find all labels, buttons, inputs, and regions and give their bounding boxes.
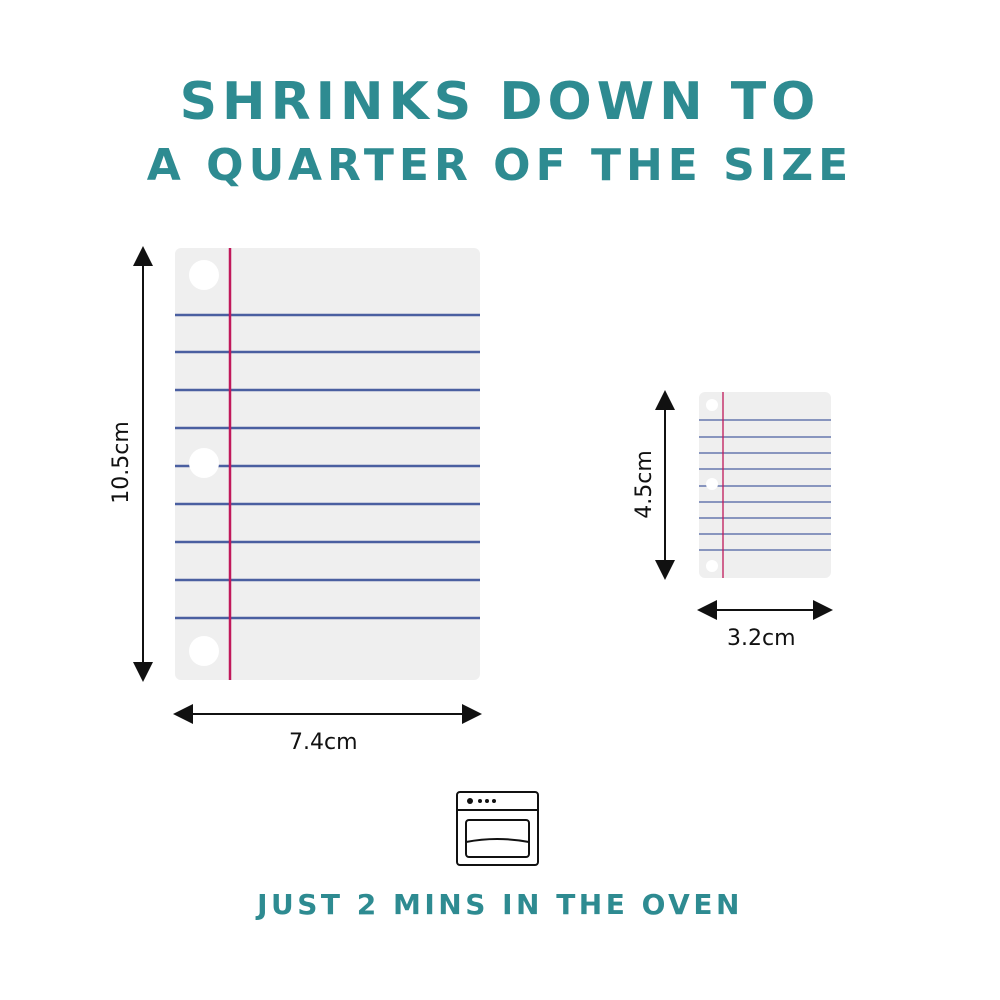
large-width-label: 7.4cm [289,730,358,755]
large-height-label: 10.5cm [108,421,134,504]
punch-hole [189,448,219,478]
small-height-label: 4.5cm [631,450,657,519]
oven-icon [456,791,539,866]
small-paper [699,392,831,578]
headline-line2: A QUARTER OF THE SIZE [146,140,854,191]
punch-hole [189,636,219,666]
paper-sheet [699,392,831,578]
headline-line1: SHRINKS DOWN TO [179,72,821,132]
punch-hole [706,399,718,411]
paper-sheet [175,248,480,680]
small-width-label: 3.2cm [727,626,796,651]
footer-text: JUST 2 MINS IN THE OVEN [257,888,743,921]
punch-hole [189,260,219,290]
punch-hole [706,560,718,572]
punch-hole [706,478,718,490]
large-paper [175,248,480,680]
